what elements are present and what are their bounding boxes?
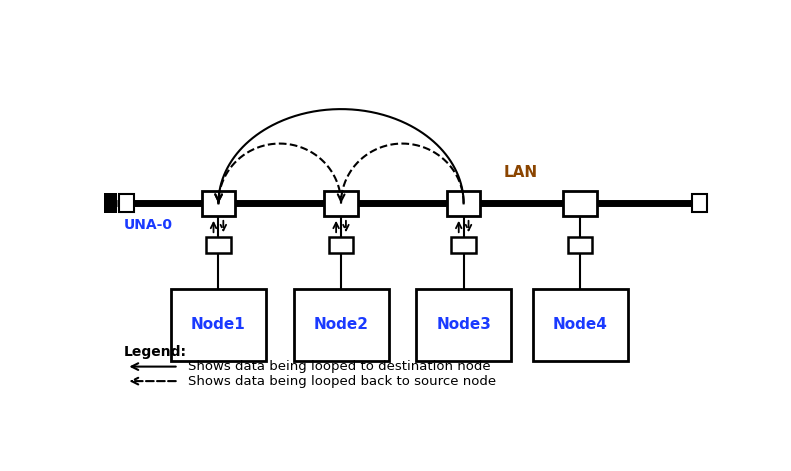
Bar: [452, 237, 476, 253]
Bar: [206, 237, 231, 253]
Bar: [104, 194, 117, 213]
Text: Shows data being looped to destination node: Shows data being looped to destination n…: [187, 360, 490, 373]
Text: Node4: Node4: [553, 317, 607, 333]
Text: LAN: LAN: [504, 165, 538, 180]
Text: Legend:: Legend:: [123, 345, 187, 359]
Text: UNA-0: UNA-0: [123, 218, 172, 232]
Bar: [563, 191, 597, 216]
Text: Node3: Node3: [436, 317, 491, 333]
Text: Node2: Node2: [313, 317, 369, 333]
Bar: [416, 289, 511, 361]
Bar: [202, 191, 235, 216]
Bar: [119, 195, 134, 212]
Bar: [568, 237, 592, 253]
Bar: [691, 195, 707, 212]
Bar: [329, 237, 354, 253]
Bar: [171, 289, 266, 361]
Text: Shows data being looped back to source node: Shows data being looped back to source n…: [187, 374, 496, 388]
Bar: [532, 289, 627, 361]
Bar: [324, 191, 358, 216]
Bar: [293, 289, 388, 361]
Bar: [694, 194, 707, 213]
Text: Node1: Node1: [191, 317, 246, 333]
Bar: [447, 191, 480, 216]
